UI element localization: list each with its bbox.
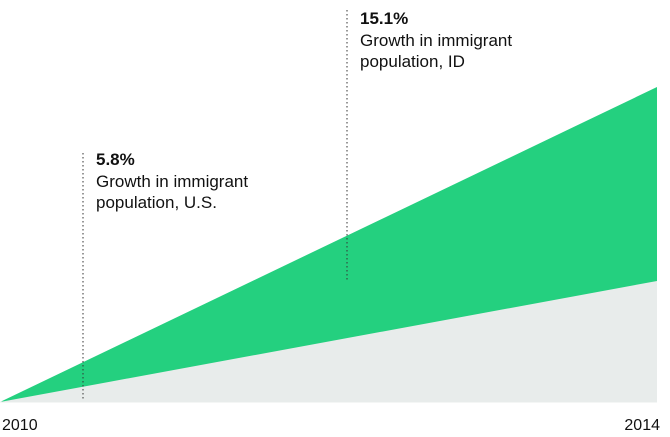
x-axis-ticks: 2010 2014 [2,417,660,434]
annotation-label-line2: population, U.S. [96,193,217,212]
area-series-us [0,281,657,402]
annotation-layer: 5.8% Growth in immigrant population, U.S. 1… [82,9,512,400]
annotation-value: 15.1% [360,9,408,28]
annotation-label-line1: Growth in immigrant [360,31,512,50]
annotation-label-line2: population, ID [360,52,465,71]
x-tick-label: 2010 [2,417,38,434]
annotation-value: 5.8% [96,150,135,169]
area-layer [0,87,657,403]
annotation-id: 15.1% Growth in immigrant population, ID [346,9,512,282]
x-tick-label: 2014 [624,417,660,434]
annotation-label-line1: Growth in immigrant [96,172,248,191]
annotation-us: 5.8% Growth in immigrant population, U.S. [82,150,248,400]
